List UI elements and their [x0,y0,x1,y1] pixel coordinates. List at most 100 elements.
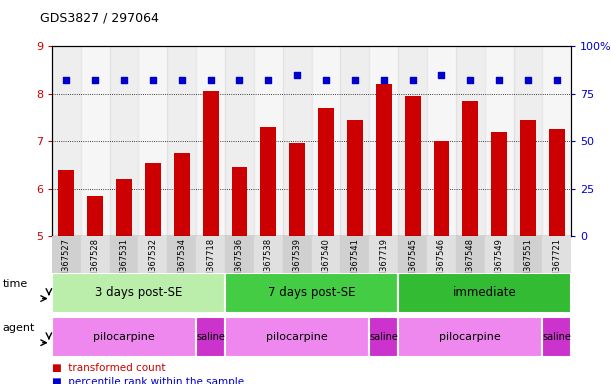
Bar [81,46,109,236]
Point [263,77,273,83]
Bar [398,46,427,236]
Bar [463,101,478,236]
Bar [52,317,196,357]
Text: GSM367549: GSM367549 [495,238,503,289]
Text: time: time [2,279,27,289]
Text: saline: saline [543,332,571,342]
Text: GSM367540: GSM367540 [321,238,331,289]
Bar [254,46,283,236]
Bar [109,46,139,236]
Text: pilocarpine: pilocarpine [93,332,155,342]
Point [408,77,417,83]
Bar [376,84,392,236]
Bar [485,46,514,236]
Bar [196,236,225,273]
Bar [139,236,167,273]
Bar [369,317,398,357]
Text: GSM367721: GSM367721 [552,238,562,289]
Bar [167,236,196,273]
Point [350,77,360,83]
Bar [225,236,254,273]
Bar [485,236,514,273]
Bar [347,120,363,236]
Bar [116,179,132,236]
Text: GSM367532: GSM367532 [148,238,158,289]
Bar [312,46,340,236]
Bar [543,317,571,357]
Text: GSM367545: GSM367545 [408,238,417,289]
Point [552,77,562,83]
Bar [427,236,456,273]
Bar [543,46,571,236]
Bar [514,236,543,273]
Text: GSM367719: GSM367719 [379,238,388,289]
Text: agent: agent [2,323,35,333]
Text: GSM367531: GSM367531 [120,238,128,289]
Text: GSM367546: GSM367546 [437,238,446,289]
Bar [369,46,398,236]
Bar [456,236,485,273]
Text: GDS3827 / 297064: GDS3827 / 297064 [40,12,159,25]
Text: ■  percentile rank within the sample: ■ percentile rank within the sample [52,377,244,384]
Bar [225,273,398,313]
Point [148,77,158,83]
Text: GSM367551: GSM367551 [524,238,533,289]
Bar [520,120,536,236]
Bar [427,46,456,236]
Text: GSM367528: GSM367528 [90,238,100,289]
Bar [340,46,369,236]
Bar [260,127,276,236]
Bar [514,46,543,236]
Bar [398,317,543,357]
Bar [203,91,219,236]
Bar [283,46,312,236]
Text: GSM367527: GSM367527 [62,238,71,289]
Text: immediate: immediate [453,286,517,299]
Text: GSM367539: GSM367539 [293,238,302,289]
Point [292,71,302,78]
Text: saline: saline [369,332,398,342]
Bar [312,236,340,273]
Bar [254,236,283,273]
Bar [491,132,507,236]
Bar [434,141,449,236]
Bar [174,153,189,236]
Text: ■  transformed count: ■ transformed count [52,363,166,373]
Bar [232,167,247,236]
Bar [543,236,571,273]
Bar [196,317,225,357]
Bar [225,317,369,357]
Bar [59,170,75,236]
Bar [52,273,225,313]
Text: pilocarpine: pilocarpine [439,332,501,342]
Bar [369,236,398,273]
Bar [404,96,420,236]
Bar [289,144,305,236]
Text: 3 days post-SE: 3 days post-SE [95,286,182,299]
Point [437,71,447,78]
Bar [52,46,81,236]
Point [206,77,216,83]
Point [90,77,100,83]
Bar [167,46,196,236]
Point [235,77,244,83]
Text: GSM367536: GSM367536 [235,238,244,289]
Bar [109,236,139,273]
Bar [456,46,485,236]
Bar [318,108,334,236]
Bar [398,236,427,273]
Text: pilocarpine: pilocarpine [266,332,328,342]
Bar [145,162,161,236]
Text: GSM367534: GSM367534 [177,238,186,289]
Point [379,77,389,83]
Bar [225,46,254,236]
Bar [52,236,81,273]
Text: GSM367538: GSM367538 [264,238,273,289]
Point [523,77,533,83]
Text: 7 days post-SE: 7 days post-SE [268,286,356,299]
Text: GSM367541: GSM367541 [350,238,359,289]
Point [62,77,71,83]
Point [177,77,187,83]
Point [321,77,331,83]
Point [119,77,129,83]
